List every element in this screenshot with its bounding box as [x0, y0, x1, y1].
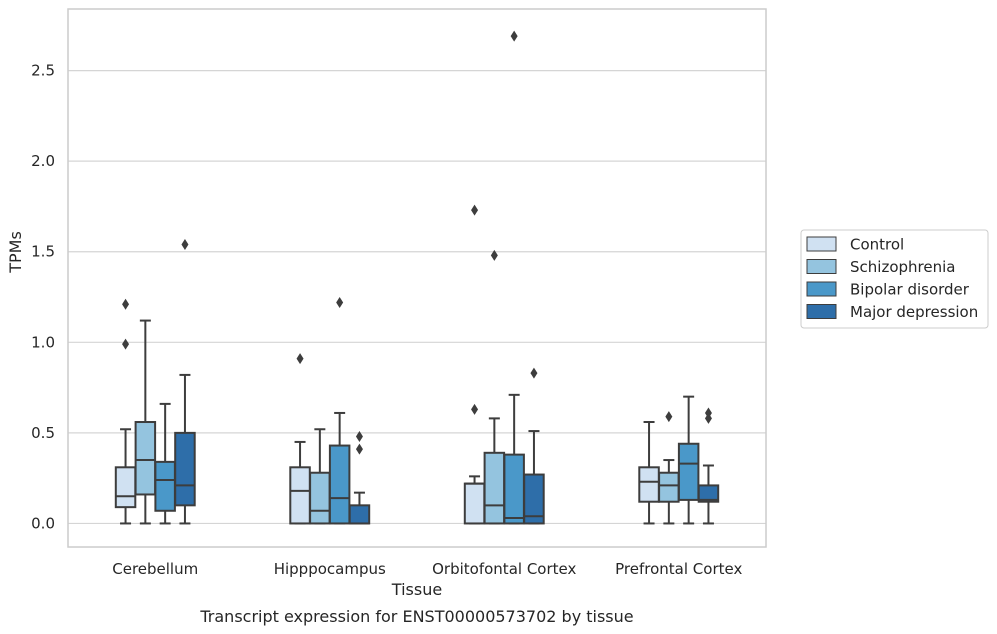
- box-schizophrenia: [483, 249, 506, 525]
- box-major-depression: [523, 367, 545, 525]
- box-iqr: [348, 504, 371, 525]
- y-axis-label: TPMs: [6, 231, 25, 274]
- box-schizophrenia: [134, 319, 157, 525]
- outlier-point: [122, 338, 130, 350]
- legend-swatch: [806, 259, 837, 274]
- plot-frame: [67, 8, 767, 548]
- box-major-depression: [348, 431, 371, 525]
- legend-label: Major depression: [850, 303, 978, 321]
- x-tick-label: Prefrontal Cortex: [615, 560, 742, 578]
- chart-caption: Transcript expression for ENST0000057370…: [199, 607, 633, 626]
- box-iqr: [328, 444, 351, 525]
- box-iqr: [658, 471, 680, 503]
- y-axis-ticks: 0.0 0.5 1.0 1.5 2.0 2.5: [31, 62, 55, 533]
- box-iqr: [134, 421, 157, 496]
- box-bipolar-disorder: [677, 395, 700, 525]
- box-iqr: [483, 451, 506, 525]
- box-iqr: [697, 484, 720, 503]
- legend-swatch: [806, 281, 837, 297]
- legend-label: Schizophrenia: [850, 258, 955, 276]
- box-iqr: [174, 431, 196, 507]
- legend-label: Bipolar disorder: [850, 281, 970, 299]
- box-iqr: [677, 442, 700, 501]
- x-tick-label: Orbitofontal Cortex: [432, 560, 576, 578]
- box-bipolar-disorder: [328, 296, 351, 525]
- box-control: [638, 421, 660, 525]
- y-tick-label: 0.5: [31, 424, 55, 442]
- box-major-depression: [174, 238, 196, 525]
- outlier-point: [471, 403, 479, 415]
- outlier-point: [704, 407, 712, 419]
- box-iqr: [463, 482, 486, 525]
- y-tick-label: 2.5: [31, 62, 55, 80]
- legend: Control Schizophrenia Bipolar disorder Majo…: [800, 229, 989, 329]
- y-tick-label: 0.0: [31, 514, 55, 532]
- outlier-point: [355, 431, 363, 443]
- legend-item: Major depression: [806, 303, 978, 321]
- x-axis-label: Tissue: [391, 580, 442, 599]
- box-major-depression: [697, 407, 720, 525]
- legend-item: Schizophrenia: [806, 258, 955, 276]
- outlier-point: [530, 367, 538, 379]
- box-control: [463, 204, 486, 525]
- box-bipolar-disorder: [503, 30, 525, 525]
- box-iqr: [503, 453, 525, 525]
- legend-label: Control: [850, 236, 904, 254]
- outlier-point: [665, 411, 673, 423]
- legend-frame: [800, 229, 989, 329]
- outlier-point: [336, 296, 344, 308]
- y-tick-label: 1.0: [31, 333, 55, 351]
- box-bipolar-disorder: [154, 402, 176, 525]
- x-axis-ticks: Cerebellum Hipppocampus Orbitofontal Corte…: [112, 560, 742, 578]
- legend-swatch: [806, 236, 837, 252]
- box-control: [114, 298, 137, 525]
- outlier-point: [490, 249, 498, 261]
- box-iqr: [154, 460, 176, 512]
- box-iqr: [523, 473, 545, 525]
- box-control: [289, 353, 311, 525]
- box-plot-area: [114, 30, 720, 525]
- outlier-point: [471, 204, 479, 216]
- gridlines: [68, 69, 766, 525]
- x-tick-label: Hipppocampus: [274, 560, 386, 578]
- legend-swatch: [806, 304, 837, 319]
- y-tick-label: 1.5: [31, 243, 55, 261]
- box-schizophrenia: [658, 411, 680, 525]
- outlier-point: [355, 443, 363, 455]
- outlier-point: [122, 298, 130, 310]
- x-tick-label: Cerebellum: [112, 560, 198, 578]
- outlier-point: [510, 30, 518, 42]
- box-iqr: [309, 471, 331, 525]
- legend-item: Bipolar disorder: [806, 281, 970, 299]
- legend-item: Control: [806, 236, 904, 254]
- outlier-point: [181, 238, 189, 250]
- box-schizophrenia: [309, 428, 331, 525]
- outlier-point: [296, 353, 304, 365]
- box-iqr: [289, 466, 311, 525]
- y-tick-label: 2.0: [31, 152, 55, 170]
- box-iqr: [114, 466, 137, 509]
- box-iqr: [638, 466, 660, 503]
